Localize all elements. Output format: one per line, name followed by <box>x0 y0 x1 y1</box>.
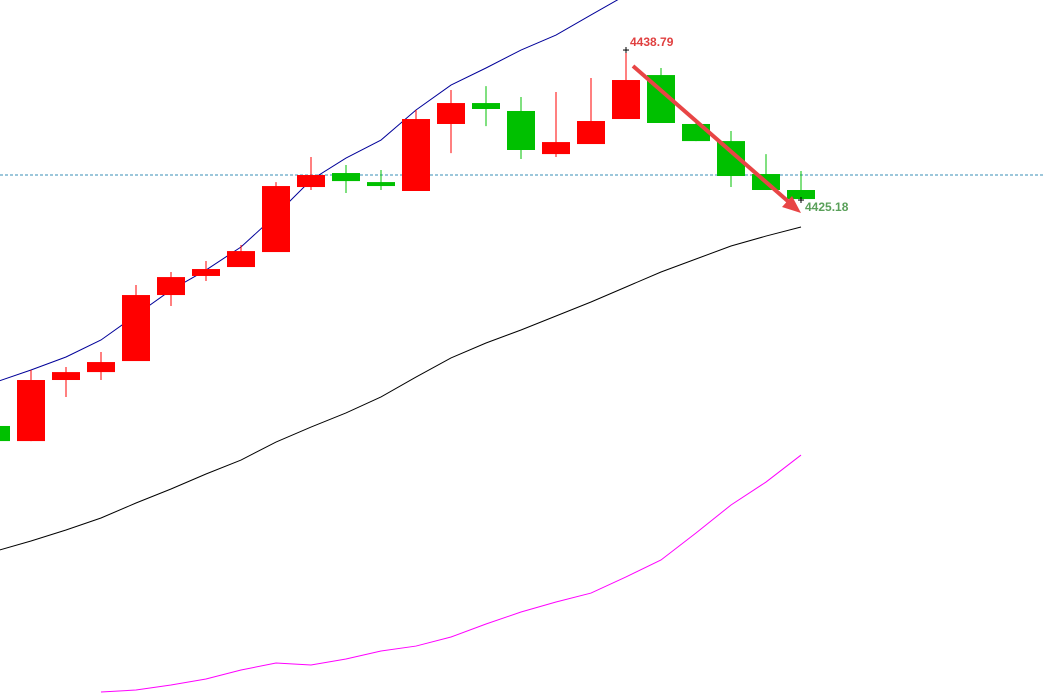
candle-body <box>52 372 80 381</box>
price-annotation: 4438.79 <box>630 35 674 49</box>
candle-body <box>297 175 325 188</box>
candle-body <box>157 277 185 296</box>
arrow-shaft <box>631 64 792 205</box>
trend-arrow <box>631 64 801 213</box>
candle-body <box>192 269 220 276</box>
candle-body <box>262 186 290 253</box>
price-annotation: 4425.18 <box>805 200 849 214</box>
candle-body <box>122 295 150 362</box>
candle-body <box>437 103 465 124</box>
ma-line <box>0 0 619 382</box>
candle-body <box>787 190 815 200</box>
candle-body <box>332 173 360 182</box>
candle-body <box>612 80 640 120</box>
candle-body <box>682 123 710 142</box>
candle-body <box>87 362 115 373</box>
candle-body <box>402 119 430 191</box>
ma-line <box>100 454 802 693</box>
candle-body <box>17 380 45 442</box>
candle-body <box>227 251 255 268</box>
ma-line <box>0 226 802 551</box>
candle-body <box>367 182 395 187</box>
candle-body <box>0 425 10 442</box>
candle-body <box>577 121 605 145</box>
candle-body <box>472 103 500 110</box>
arrow-head <box>782 196 801 213</box>
candle-body <box>542 142 570 155</box>
candle-body <box>507 110 535 150</box>
